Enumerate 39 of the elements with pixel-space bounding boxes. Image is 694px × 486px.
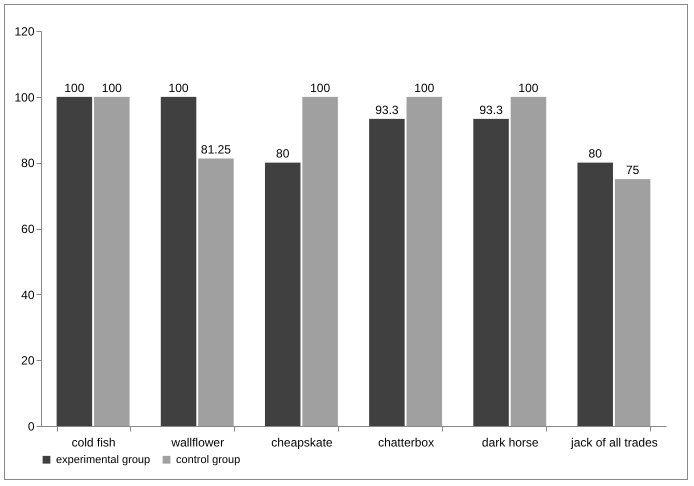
y-tick-label: 40 [21, 288, 35, 302]
x-tick-label: wallflower [170, 436, 224, 450]
x-tick-label: cold fish [72, 436, 116, 450]
y-tick-label: 20 [21, 354, 35, 368]
data-label: 80 [276, 146, 290, 161]
y-tick-label: 60 [21, 222, 35, 236]
data-label: 100 [414, 80, 435, 95]
data-label: 81.25 [200, 142, 232, 157]
bar [577, 162, 613, 426]
bar [473, 118, 509, 426]
x-tick-label: chatterbox [378, 436, 434, 450]
legend-label: experimental group [56, 454, 150, 466]
bar [302, 96, 338, 426]
data-label: 100 [102, 80, 122, 95]
legend-label: control group [176, 454, 240, 466]
bar [614, 179, 650, 426]
data-label: 100 [518, 80, 539, 95]
data-label: 100 [310, 80, 330, 95]
x-tick-label: jack of all trades [570, 436, 658, 450]
y-tick-label: 120 [14, 24, 35, 38]
bar [198, 158, 234, 426]
data-label: 93.3 [375, 102, 399, 117]
data-label: 100 [168, 80, 189, 95]
data-label: 80 [588, 146, 602, 161]
bar [369, 118, 405, 426]
data-label: 93.3 [479, 102, 504, 117]
y-tick-label: 100 [14, 90, 35, 104]
x-tick-label: cheapskate [271, 436, 333, 450]
bar [264, 162, 300, 426]
data-label: 75 [626, 163, 640, 178]
bar [510, 96, 546, 426]
y-tick-label: 0 [28, 420, 35, 434]
bar [406, 96, 442, 426]
bar [94, 96, 130, 426]
bar [160, 96, 196, 426]
data-label: 100 [64, 80, 85, 95]
x-tick-label: dark horse [482, 436, 539, 450]
y-tick-label: 80 [21, 156, 35, 170]
bar [56, 96, 92, 426]
